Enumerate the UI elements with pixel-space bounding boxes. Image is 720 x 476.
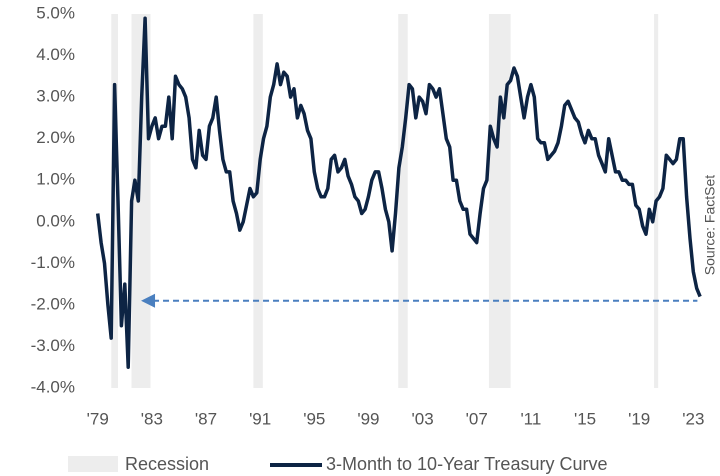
x-tick-label: '79 <box>87 409 109 428</box>
series-line <box>95 16 702 369</box>
recession-band <box>398 14 408 388</box>
x-tick-label: '83 <box>141 409 163 428</box>
y-tick-label: -2.0% <box>31 294 75 313</box>
y-tick-label: 4.0% <box>36 45 75 64</box>
x-tick-label: '95 <box>303 409 325 428</box>
arrow-head <box>141 293 156 308</box>
y-tick-label: 5.0% <box>36 3 75 22</box>
y-tick-label: 2.0% <box>36 128 75 147</box>
recession-band <box>488 14 511 388</box>
x-tick-label: '23 <box>682 409 704 428</box>
x-tick-label: '03 <box>412 409 434 428</box>
y-tick-label: -4.0% <box>31 377 75 396</box>
legend-label: Recession <box>125 454 209 474</box>
recession-band <box>131 14 151 388</box>
x-tick-label: '19 <box>628 409 650 428</box>
x-tick-label: '11 <box>520 409 541 428</box>
y-tick-label: -3.0% <box>31 336 75 355</box>
x-tick-label: '91 <box>249 409 271 428</box>
y-tick-label: -1.0% <box>31 253 75 272</box>
legend-swatch <box>68 456 118 472</box>
x-tick-label: '07 <box>466 409 488 428</box>
x-tick-label: '87 <box>195 409 217 428</box>
x-tick-label: '99 <box>357 409 379 428</box>
y-tick-label: 3.0% <box>36 87 75 106</box>
legend-label: 3-Month to 10-Year Treasury Curve <box>326 454 607 474</box>
y-tick-label: 1.0% <box>36 170 75 189</box>
source-note: Source: FactSet <box>702 175 718 275</box>
recession-band <box>253 14 263 388</box>
y-tick-label: 0.0% <box>36 211 75 230</box>
x-tick-label: '15 <box>574 409 596 428</box>
